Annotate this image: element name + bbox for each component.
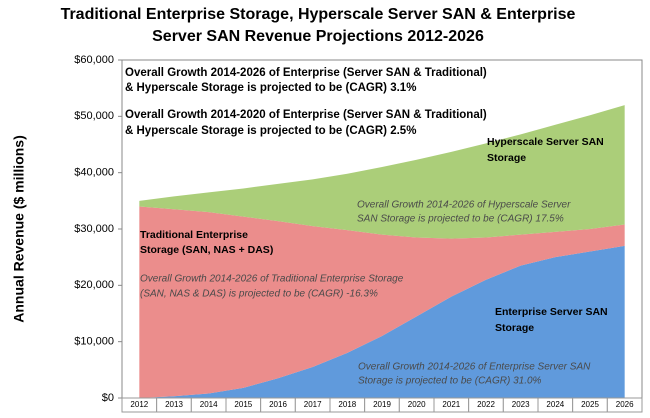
annotation: Overall Growth 2014-2026 of Enterprise (… xyxy=(125,67,487,79)
x-tick-label: 2013 xyxy=(165,400,183,409)
x-tick-label: 2018 xyxy=(338,400,356,409)
annotation: Storage xyxy=(495,322,534,334)
x-tick-label: 2022 xyxy=(477,400,495,409)
y-tick-label: $40,000 xyxy=(74,167,114,179)
area xyxy=(139,105,625,239)
y-tick-label: $50,000 xyxy=(74,110,114,122)
annotation: Overall Growth 2014-2026 of Hyperscale S… xyxy=(357,200,571,211)
y-tick-label: $30,000 xyxy=(74,223,114,235)
x-tick-label: 2021 xyxy=(442,400,460,409)
x-tick-label: 2020 xyxy=(408,400,426,409)
y-axis-label: Annual Revenue ($ millions) xyxy=(11,135,27,322)
chart-title: Server SAN Revenue Projections 2012-2026 xyxy=(152,28,484,45)
annotation: Overall Growth 2014-2020 of Enterprise (… xyxy=(125,109,487,121)
x-tick-box xyxy=(606,397,643,413)
annotation: & Hyperscale Storage is projected to be … xyxy=(125,82,416,94)
annotation: Overall Growth 2014-2026 of Enterprise S… xyxy=(358,362,591,373)
x-tick-label: 2015 xyxy=(234,400,252,409)
y-tick-label: $20,000 xyxy=(74,279,114,291)
x-tick-label: 2019 xyxy=(373,400,391,409)
annotation: (SAN, NAS & DAS) is projected to be (CAG… xyxy=(140,289,378,300)
annotation: SAN Storage is projected to be (CAGR) 17… xyxy=(357,214,564,225)
area xyxy=(139,245,625,398)
x-tick-label: 2016 xyxy=(269,400,287,409)
annotation: Hyperscale Server SAN xyxy=(487,136,604,148)
y-tick-label: $60,000 xyxy=(74,54,114,66)
annotation: Storage (SAN, NAS + DAS) xyxy=(140,244,273,256)
annotation: Storage is projected to be (CAGR) 31.0% xyxy=(358,376,542,387)
annotation: Traditional Enterprise xyxy=(140,229,248,241)
x-tick-label: 2014 xyxy=(200,400,218,409)
annotation: Storage xyxy=(487,152,526,164)
y-tick-label: $10,000 xyxy=(74,336,114,348)
annotation: & Hyperscale Storage is projected to be … xyxy=(125,125,416,137)
x-tick-label: 2023 xyxy=(512,400,530,409)
chart-title: Traditional Enterprise Storage, Hypersca… xyxy=(61,6,576,23)
x-tick-label: 2012 xyxy=(130,400,148,409)
area xyxy=(139,206,625,398)
x-tick-label: 2026 xyxy=(616,400,634,409)
y-tick-label: $0 xyxy=(102,392,114,404)
x-tick-label: 2025 xyxy=(581,400,599,409)
x-tick-label: 2017 xyxy=(304,400,322,409)
annotation: Enterprise Server SAN xyxy=(495,306,608,318)
x-tick-label: 2024 xyxy=(546,400,564,409)
annotation: Overall Growth 2014-2026 of Traditional … xyxy=(140,274,404,285)
